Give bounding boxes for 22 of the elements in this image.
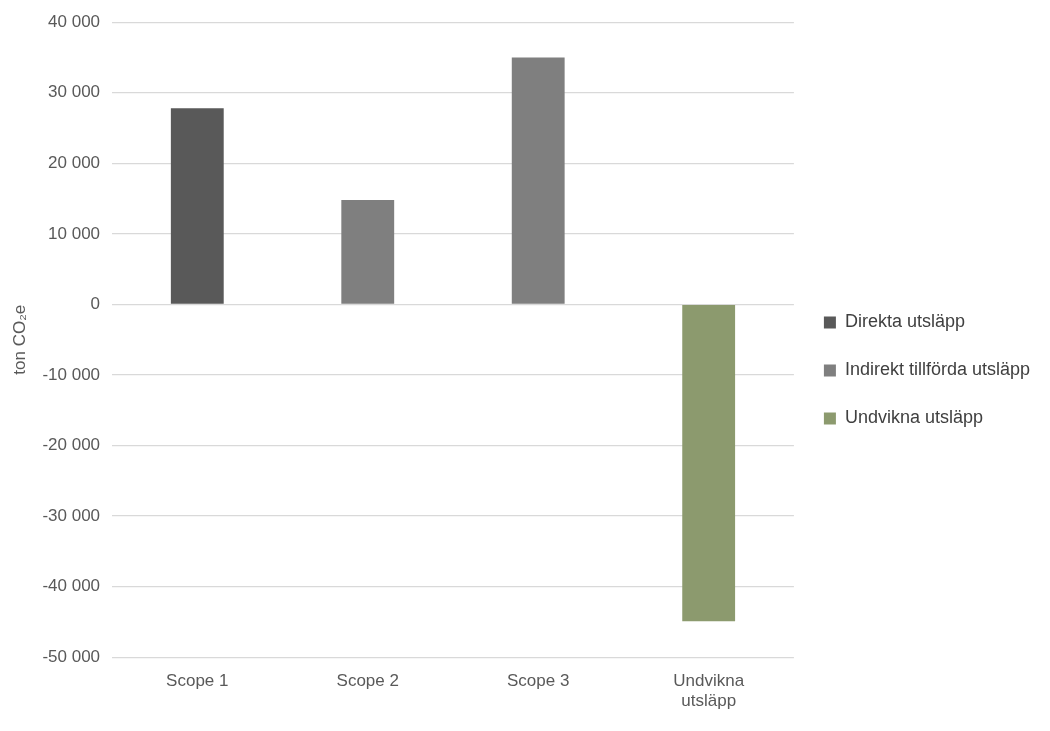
y-tick-label: -30 000 (42, 505, 101, 525)
x-tick-label: Undvikna utsläpp (673, 671, 745, 711)
legend-label: Direkta utsläpp (844, 311, 965, 332)
y-tick-label: -50 000 (42, 646, 101, 666)
y-tick-label: -20 000 (42, 435, 101, 455)
legend-label: Undvikna utsläpp (844, 407, 983, 428)
y-tick-label: 10 000 (48, 223, 101, 243)
x-tick-label: Scope 1 (166, 671, 229, 691)
bar (341, 200, 395, 304)
bar (170, 108, 224, 304)
bar (682, 305, 736, 622)
y-axis-title: ton CO₂e (9, 304, 29, 375)
x-tick-label: Scope 3 (507, 671, 570, 691)
bar (511, 57, 565, 304)
y-tick-label: 0 (90, 294, 101, 314)
x-tick-label: Scope 2 (336, 671, 399, 691)
y-tick-label: 20 000 (48, 153, 101, 172)
y-tick-label: 30 000 (48, 82, 101, 102)
legend-label: Indirekt tillförda utsläpp (844, 359, 1031, 380)
y-tick-label: 40 000 (48, 11, 101, 31)
y-tick-label: -40 000 (42, 576, 101, 596)
y-tick-label: -10 000 (42, 364, 101, 384)
